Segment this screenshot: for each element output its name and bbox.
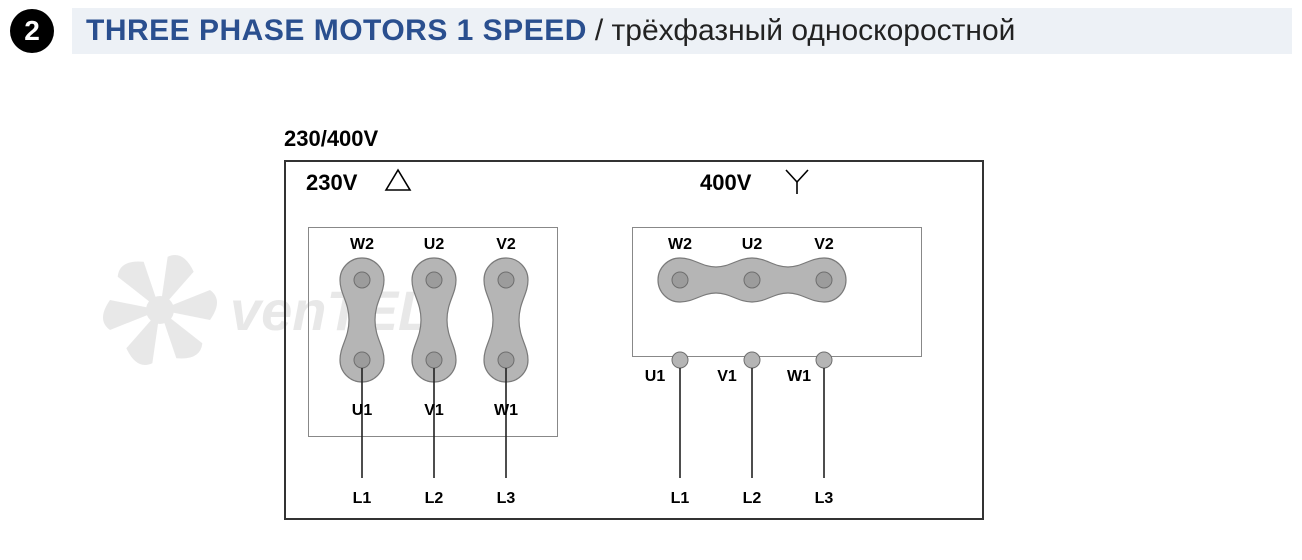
terminal-label-w1-right: W1 bbox=[784, 368, 814, 386]
terminal-label-u1-right: U1 bbox=[640, 368, 670, 386]
section-number-badge: 2 bbox=[10, 9, 54, 53]
header-row: 2 THREE PHASE MOTORS 1 SPEED / трёхфазны… bbox=[0, 0, 1302, 62]
badge-number: 2 bbox=[24, 15, 40, 47]
line-label-l3-right: L3 bbox=[809, 490, 839, 508]
diagram-stage: venTEL 230/400V 230V 400V W2 U2 V2 bbox=[0, 60, 1302, 546]
title-main: THREE PHASE MOTORS 1 SPEED bbox=[86, 14, 587, 48]
terminal-label-v1-right: V1 bbox=[712, 368, 742, 386]
line-label-l2-right: L2 bbox=[737, 490, 767, 508]
line-label-l1-right: L1 bbox=[665, 490, 695, 508]
title-subtitle: / трёхфазный односкоростной bbox=[595, 14, 1016, 48]
title-bar: THREE PHASE MOTORS 1 SPEED / трёхфазный … bbox=[72, 8, 1292, 54]
wye-links bbox=[0, 60, 1000, 560]
